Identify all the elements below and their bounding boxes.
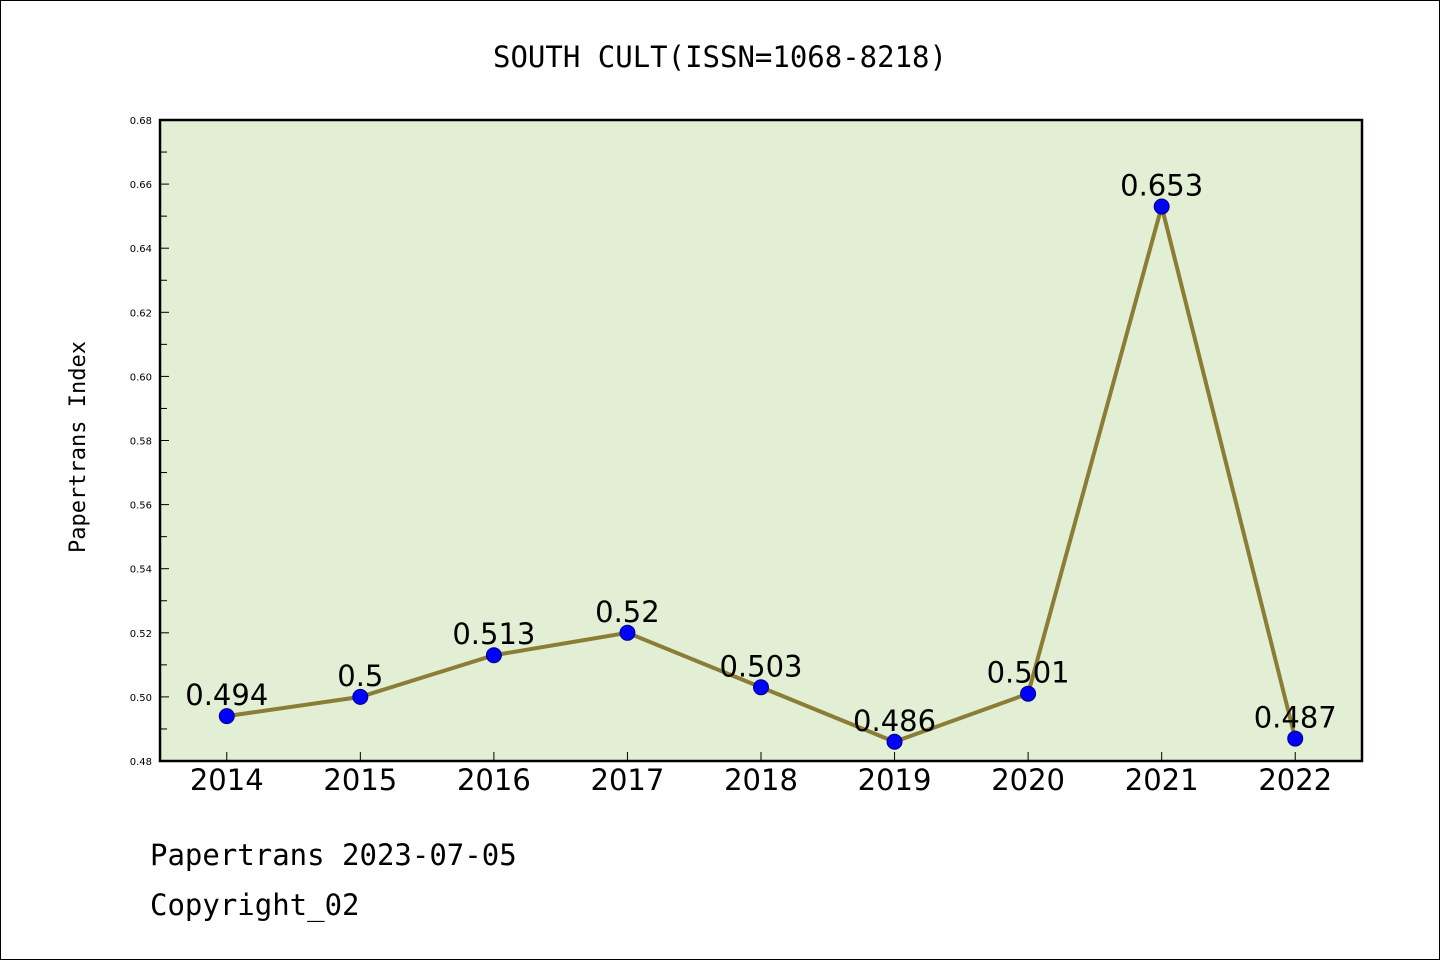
footer-date: Papertrans 2023-07-05 <box>150 838 517 872</box>
data-label: 0.503 <box>719 649 802 683</box>
data-point <box>352 688 369 705</box>
x-tick-label: 2022 <box>1258 763 1332 797</box>
y-tick-label: 0.52 <box>130 629 152 640</box>
data-label: 0.5 <box>337 659 383 693</box>
plot-border <box>158 118 1364 763</box>
data-label: 0.486 <box>853 704 936 738</box>
y-tick-label: 0.58 <box>130 437 152 448</box>
plot-area <box>160 120 1362 761</box>
data-label: 0.487 <box>1254 701 1337 735</box>
data-label: 0.501 <box>987 656 1070 690</box>
y-tick-label: 0.64 <box>130 244 152 255</box>
data-point <box>1153 198 1170 215</box>
y-axis: 0.48 0.50 0.52 0.54 0.56 0.58 0.60 0.62 0.64 0.66… <box>130 116 169 768</box>
y-tick-label: 0.54 <box>130 565 152 576</box>
y-tick-label: 0.66 <box>130 180 152 191</box>
data-point <box>1287 730 1304 747</box>
x-tick-label: 2015 <box>323 763 397 797</box>
x-tick-label: 2014 <box>190 763 264 797</box>
x-tick-label: 2021 <box>1125 763 1199 797</box>
y-tick-label: 0.68 <box>130 116 152 127</box>
x-tick-label: 2020 <box>991 763 1065 797</box>
data-label: 0.513 <box>452 617 535 651</box>
data-point <box>485 647 502 664</box>
y-tick-label: 0.62 <box>130 308 152 319</box>
x-tick-label: 2018 <box>724 763 798 797</box>
chart-title: SOUTH CULT(ISSN=1068-8218) <box>493 40 947 74</box>
data-label: 0.494 <box>185 678 268 712</box>
y-axis-label: Papertrans Index <box>66 341 91 553</box>
data-point <box>886 733 903 750</box>
y-tick-label: 0.50 <box>130 693 152 704</box>
data-point <box>1020 685 1037 702</box>
y-tick-label: 0.48 <box>130 757 152 768</box>
data-label: 0.653 <box>1120 169 1203 203</box>
data-point <box>619 624 636 641</box>
footer-copyright: Copyright_02 <box>150 888 360 923</box>
x-tick-label: 2016 <box>457 763 531 797</box>
y-tick-label: 0.56 <box>130 501 152 512</box>
y-tick-label: 0.60 <box>130 372 152 383</box>
x-tick-label: 2017 <box>591 763 665 797</box>
data-label: 0.52 <box>595 595 660 629</box>
x-tick-label: 2019 <box>858 763 932 797</box>
x-axis: 2014 2015 2016 2017 2018 2019 2020 2021 2022 <box>190 752 1332 797</box>
data-point <box>753 679 769 696</box>
data-point <box>218 708 235 725</box>
series-layer: 0.494 0.5 0.513 0.52 0.503 0.486 0.501 0.653 0.4… <box>185 169 1337 750</box>
